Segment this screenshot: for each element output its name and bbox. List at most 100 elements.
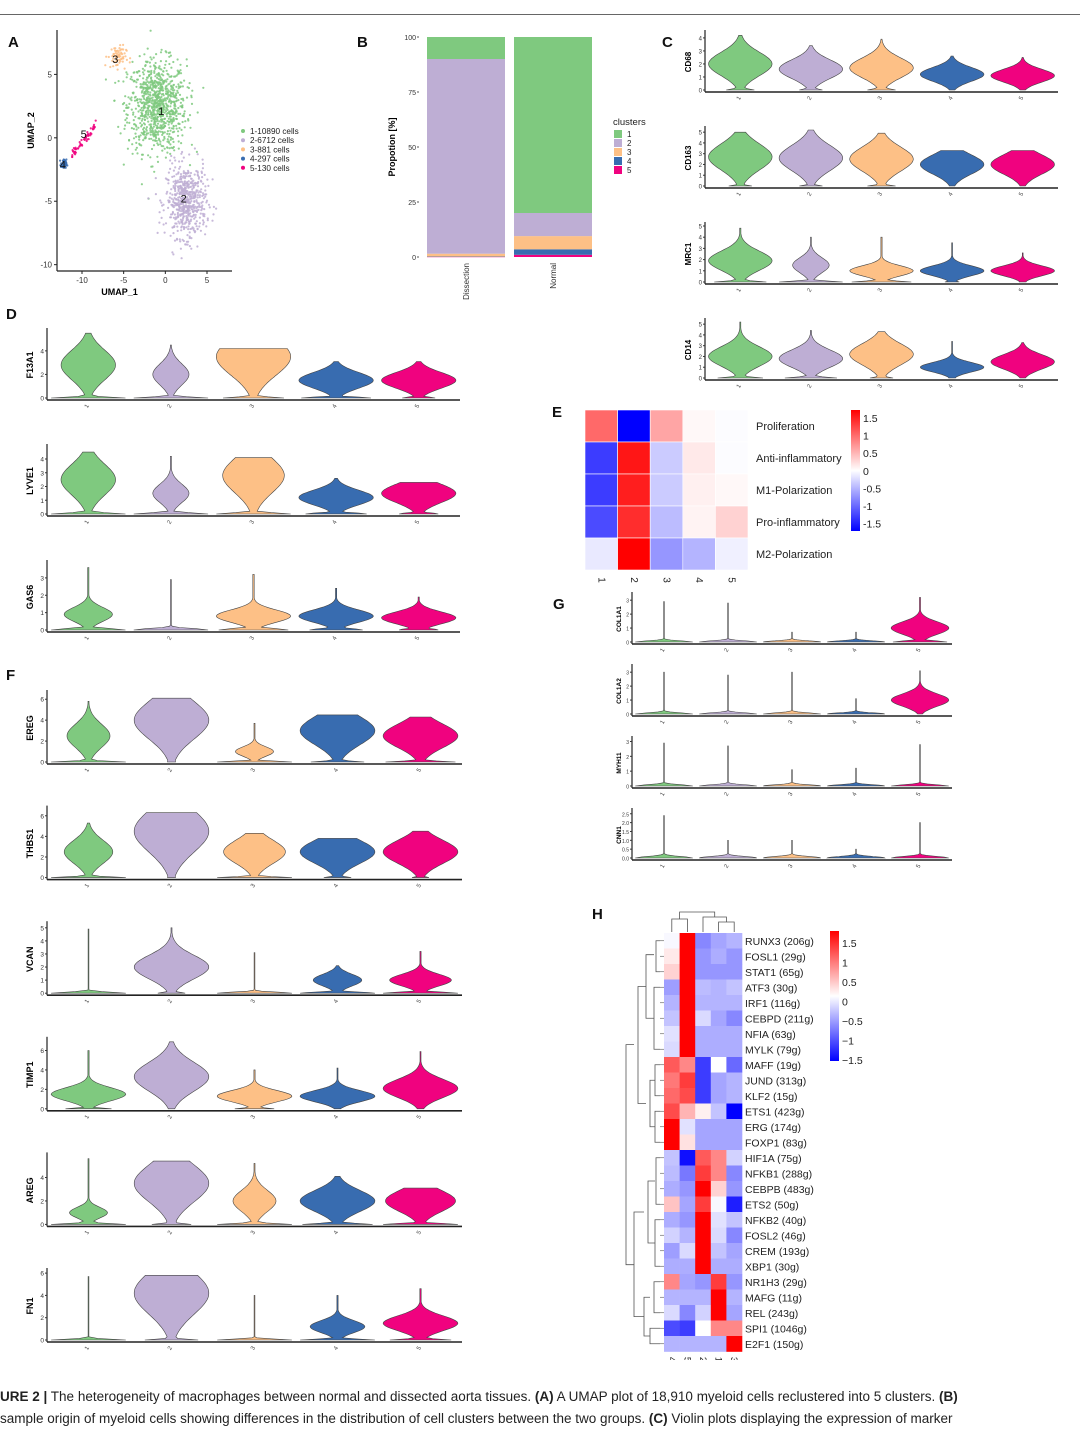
col-label-4: 4	[666, 1357, 677, 1360]
umap-point-cluster-1	[152, 97, 154, 99]
umap-point-cluster-1	[169, 130, 171, 132]
umap-point-cluster-2	[212, 213, 214, 215]
umap-point-cluster-3	[104, 64, 106, 66]
umap-point-cluster-1	[139, 98, 141, 100]
x-tick-label: 3	[250, 1345, 257, 1351]
umap-point-cluster-1	[132, 112, 134, 114]
umap-point-cluster-5	[80, 144, 82, 146]
umap-point-cluster-1	[189, 114, 191, 116]
umap-point-cluster-1	[173, 84, 175, 86]
x-tick-label: 3	[250, 883, 257, 889]
heatmap-cell-foxp1-5	[680, 1135, 696, 1151]
heatmap-cell-m2-polarization-2	[618, 538, 651, 570]
umap-point-cluster-1	[142, 88, 144, 90]
caption-line-2: sample origin of myeloid cells showing d…	[0, 1408, 1080, 1430]
figure-caption: URE 2 | The heterogeneity of macrophages…	[0, 1386, 1080, 1430]
umap-point-cluster-1	[168, 127, 170, 129]
umap-point-cluster-1	[164, 131, 166, 133]
y-tick-label: 50	[408, 145, 416, 152]
umap-point-cluster-1	[154, 129, 156, 131]
umap-point-cluster-1	[135, 142, 137, 144]
violin-ereg-cluster-2	[134, 698, 209, 762]
umap-point-cluster-1	[176, 128, 178, 130]
violin-gas6-cluster-4	[299, 588, 373, 630]
umap-point-cluster-1	[177, 107, 179, 109]
violin-f13a1-cluster-3	[216, 349, 290, 399]
umap-point-cluster-1	[162, 131, 164, 133]
umap-point-cluster-1	[153, 72, 155, 74]
colorbar-tick-label: −1.5	[842, 1055, 863, 1067]
heatmap-cell-ets1-3	[726, 1104, 742, 1120]
heatmap-cell-mafg-5	[680, 1290, 696, 1306]
x-tick-label: 1	[84, 767, 91, 773]
umap-point-cluster-1	[150, 84, 152, 86]
heatmap-cell-spi1-5	[680, 1321, 696, 1337]
umap-point-cluster-2	[157, 232, 159, 234]
y-tick-label: 5	[699, 131, 703, 137]
umap-point-cluster-2	[189, 231, 191, 233]
umap-point-cluster-2	[194, 174, 196, 176]
heatmap-cell-irf1-1	[711, 995, 727, 1011]
y-tick-label: 0	[40, 1338, 44, 1345]
umap-point-cluster-2	[188, 153, 190, 155]
umap-point-cluster-2	[189, 191, 191, 193]
violin-cd163-cluster-3	[850, 133, 914, 186]
umap-point-cluster-1	[166, 113, 168, 115]
violin-cnn1-cluster-2	[699, 840, 757, 858]
umap-point-cluster-2	[198, 225, 200, 227]
umap-point-cluster-1	[156, 90, 158, 92]
umap-point-cluster-2	[176, 208, 178, 210]
umap-point-cluster-2	[171, 176, 173, 178]
y-axis-title: Propotion [%]	[387, 118, 397, 177]
row-label-ets2: ETS2 (50g)	[745, 1199, 799, 1211]
heatmap-cell-xbp1-3	[726, 1259, 742, 1275]
umap-point-cluster-1	[125, 113, 127, 115]
heatmap-cell-nfkb2-5	[680, 1212, 696, 1228]
umap-point-cluster-1	[157, 123, 159, 125]
umap-point-cluster-1	[152, 87, 154, 89]
umap-point-cluster-1	[151, 89, 153, 91]
umap-point-cluster-1	[161, 150, 163, 152]
violin-ereg-cluster-4	[300, 715, 375, 762]
violin-myh11-cluster-5	[891, 745, 949, 787]
heatmap-cell-proliferation-2	[618, 410, 651, 442]
umap-point-cluster-2	[191, 228, 193, 230]
umap-point-cluster-1	[140, 125, 142, 127]
umap-point-cluster-2	[190, 200, 192, 202]
umap-point-cluster-1	[143, 53, 145, 55]
violin-timp1-cluster-3	[217, 1070, 292, 1109]
y-tick-label: 1	[626, 699, 629, 705]
umap-point-cluster-2	[190, 248, 192, 250]
umap-point-cluster-3	[124, 52, 126, 54]
row-dendrogram-branch	[634, 1212, 644, 1317]
umap-point-cluster-1	[155, 95, 157, 97]
y-tick-label: 0	[699, 377, 703, 383]
umap-point-cluster-1	[159, 90, 161, 92]
umap-point-cluster-1	[153, 111, 155, 113]
umap-point-cluster-2	[193, 195, 195, 197]
heatmap-cell-ets1-4	[664, 1104, 680, 1120]
violin-gas6-cluster-1	[51, 568, 125, 631]
umap-point-cluster-1	[186, 65, 188, 67]
y-tick-label: 4	[699, 236, 703, 242]
umap-point-cluster-2	[174, 159, 176, 161]
umap-point-cluster-1	[143, 73, 145, 75]
violin-areg-cluster-5	[383, 1188, 458, 1224]
umap-point-cluster-1	[136, 79, 138, 81]
heatmap-cell-rel-4	[664, 1305, 680, 1321]
y-tick-label: 2.0	[622, 821, 629, 827]
heatmap-cell-ets2-5	[680, 1197, 696, 1213]
umap-point-cluster-1	[169, 143, 171, 145]
umap-point-cluster-1	[160, 99, 162, 101]
umap-point-cluster-1	[169, 147, 171, 149]
y-tick-label: 4	[40, 348, 44, 355]
gene-label-lyve1: LYVE1	[25, 467, 35, 495]
umap-point-cluster-1	[126, 76, 128, 78]
heatmap-cell-proliferation-5	[715, 410, 748, 442]
x-tick-label: 4	[333, 1345, 340, 1351]
umap-point-cluster-2	[175, 180, 177, 182]
umap-point-cluster-1	[145, 83, 147, 85]
violin-mrc1-cluster-1	[709, 228, 773, 282]
